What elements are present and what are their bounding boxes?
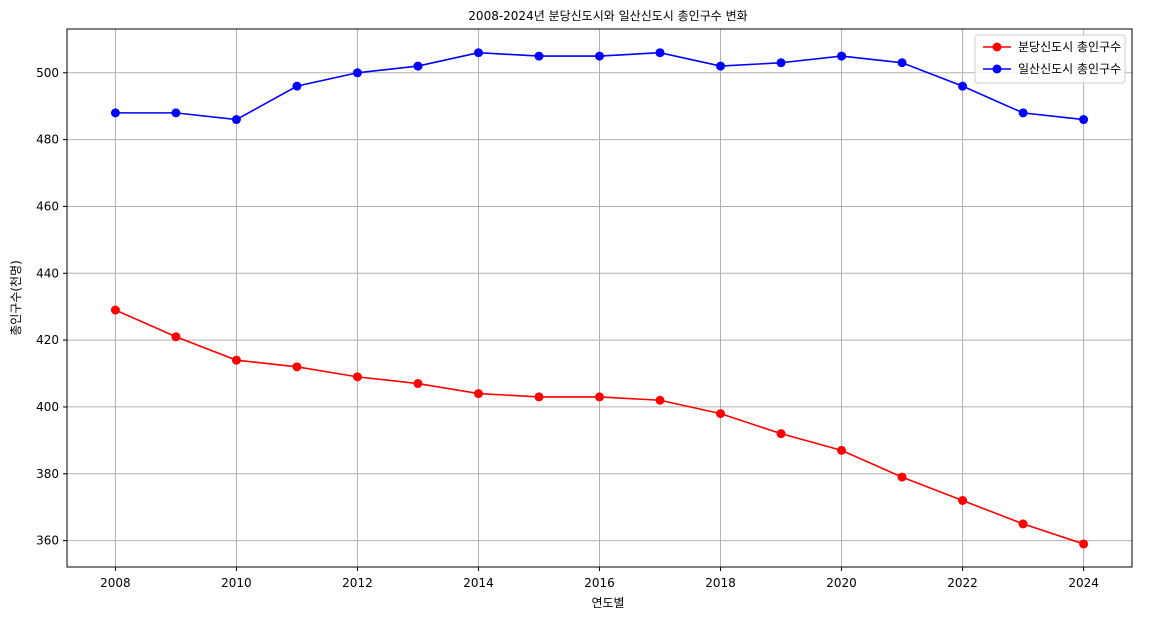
data-point bbox=[110, 305, 120, 315]
y-tick-label: 440 bbox=[36, 266, 59, 280]
data-point bbox=[837, 51, 847, 61]
data-point bbox=[110, 108, 120, 118]
data-point bbox=[897, 472, 907, 482]
series-2 bbox=[110, 48, 1089, 125]
data-point bbox=[292, 81, 302, 91]
y-tick-label: 460 bbox=[36, 199, 59, 213]
data-point bbox=[534, 392, 544, 402]
data-point bbox=[595, 392, 604, 402]
x-tick-label: 2008 bbox=[100, 576, 131, 590]
data-point bbox=[473, 389, 483, 399]
data-point bbox=[1079, 115, 1089, 125]
data-point bbox=[958, 496, 968, 506]
data-point bbox=[473, 48, 483, 58]
legend-label: 일산신도시 총인구수 bbox=[1018, 62, 1121, 76]
data-point bbox=[837, 445, 847, 455]
legend-box bbox=[974, 34, 1126, 84]
y-tick-label: 420 bbox=[36, 333, 59, 347]
x-tick-label: 2012 bbox=[342, 576, 373, 590]
data-point bbox=[958, 81, 968, 91]
data-point bbox=[534, 51, 544, 61]
data-point bbox=[352, 372, 362, 382]
data-point bbox=[655, 395, 665, 405]
data-point bbox=[292, 362, 302, 372]
x-axis-title: 연도별 bbox=[591, 596, 624, 610]
y-tick-label: 480 bbox=[36, 133, 59, 147]
data-point bbox=[413, 61, 423, 71]
data-point bbox=[413, 379, 423, 389]
y-tick-label: 360 bbox=[36, 534, 59, 548]
data-point bbox=[1079, 539, 1089, 549]
x-axis: 2008 2010 2012 2014 2016 2018 2020 2022 2024 bbox=[100, 567, 1099, 590]
legend-marker bbox=[992, 42, 1002, 52]
data-point bbox=[171, 332, 181, 342]
legend-label: 분당신도시 총인구수 bbox=[1018, 40, 1121, 54]
chart-title: 2008-2024년 분당신도시와 일산신도시 총인구수 변화 bbox=[468, 9, 747, 23]
x-tick-label: 2016 bbox=[584, 576, 615, 590]
y-axis-title: 총인구수(천명) bbox=[8, 260, 23, 336]
data-point bbox=[231, 115, 241, 125]
data-point bbox=[776, 58, 786, 68]
x-tick-label: 2010 bbox=[221, 576, 252, 590]
x-tick-label: 2020 bbox=[826, 576, 857, 590]
x-tick-label: 2024 bbox=[1068, 576, 1099, 590]
x-tick-label: 2018 bbox=[705, 576, 736, 590]
x-tick-label: 2022 bbox=[947, 576, 978, 590]
data-point bbox=[1018, 108, 1028, 118]
series-layer bbox=[110, 48, 1089, 549]
data-point bbox=[595, 51, 604, 61]
y-tick-label: 400 bbox=[36, 400, 59, 414]
data-point bbox=[716, 409, 726, 419]
data-point bbox=[171, 108, 181, 118]
y-tick-label: 500 bbox=[36, 66, 59, 80]
data-point bbox=[897, 58, 907, 68]
data-point bbox=[231, 355, 241, 365]
x-tick-label: 2014 bbox=[463, 576, 494, 590]
y-tick-label: 380 bbox=[36, 467, 59, 481]
data-point bbox=[1018, 519, 1028, 529]
data-point bbox=[776, 429, 786, 439]
data-point bbox=[352, 68, 362, 78]
series-1 bbox=[110, 305, 1089, 549]
data-point bbox=[716, 61, 726, 71]
grid bbox=[67, 29, 1132, 567]
legend-marker bbox=[992, 64, 1002, 74]
y-axis: 360 380 400 420 440 460 480 500 bbox=[36, 66, 67, 548]
data-point bbox=[655, 48, 665, 58]
